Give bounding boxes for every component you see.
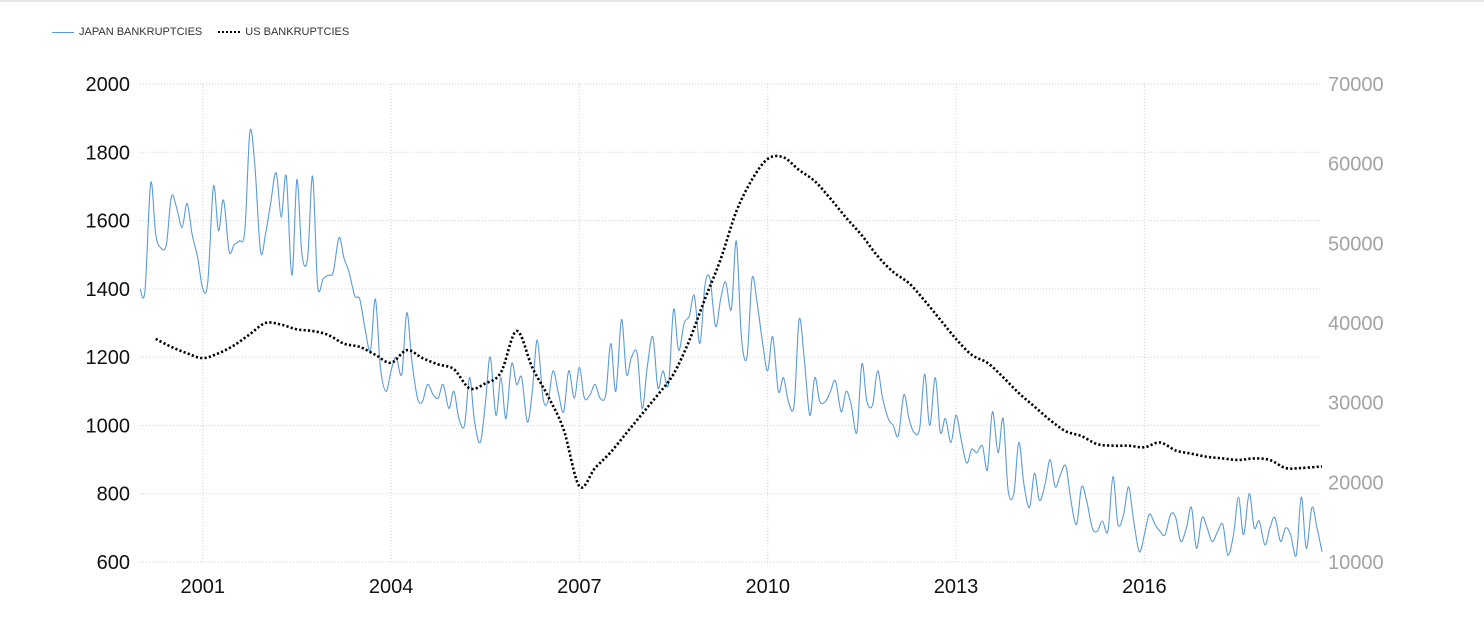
x-tick-label: 2001 bbox=[181, 576, 226, 598]
y-left-tick-label: 1800 bbox=[86, 142, 131, 164]
series-lines bbox=[139, 128, 1323, 557]
top-border bbox=[0, 0, 1484, 2]
y-left-tick-label: 2000 bbox=[86, 74, 131, 96]
legend-swatch-us bbox=[218, 31, 241, 33]
y-right-tick-label: 10000 bbox=[1328, 552, 1384, 574]
right-axis: 70000 60000 50000 40000 30000 20000 10000 bbox=[1328, 74, 1384, 574]
y-left-tick-label: 1200 bbox=[86, 347, 131, 369]
japan-bankruptcies-line bbox=[139, 128, 1323, 557]
legend-label-japan: JAPAN BANKRUPTCIES bbox=[79, 26, 203, 38]
x-tick-label: 2007 bbox=[557, 576, 602, 598]
y-left-tick-label: 1600 bbox=[86, 211, 131, 233]
grid-lines bbox=[140, 83, 1322, 563]
x-tick-label: 2013 bbox=[934, 576, 979, 598]
y-right-tick-label: 20000 bbox=[1328, 472, 1384, 494]
x-tick-label: 2004 bbox=[369, 576, 414, 598]
y-right-tick-label: 40000 bbox=[1328, 313, 1384, 335]
legend-swatch-japan bbox=[52, 31, 74, 33]
left-axis: 2000 1800 1600 1400 1200 1000 800 600 bbox=[86, 74, 131, 574]
legend: JAPAN BANKRUPTCIES US BANKRUPTCIES bbox=[52, 26, 349, 38]
y-left-tick-label: 1400 bbox=[86, 279, 131, 301]
y-right-tick-label: 70000 bbox=[1328, 74, 1384, 96]
x-tick-label: 2016 bbox=[1122, 576, 1167, 598]
y-right-tick-label: 50000 bbox=[1328, 233, 1384, 255]
y-left-tick-label: 600 bbox=[97, 552, 130, 574]
y-right-tick-label: 30000 bbox=[1328, 393, 1384, 415]
legend-item-japan[interactable]: JAPAN BANKRUPTCIES bbox=[52, 26, 202, 38]
y-left-tick-label: 1000 bbox=[86, 415, 131, 437]
us-bankruptcies-line bbox=[155, 154, 1323, 489]
y-right-tick-label: 60000 bbox=[1328, 154, 1384, 176]
legend-item-us[interactable]: US BANKRUPTCIES bbox=[218, 26, 349, 38]
x-tick-label: 2010 bbox=[745, 576, 790, 598]
x-axis: 2001 2004 2007 2010 2013 2016 bbox=[181, 576, 1167, 598]
y-left-tick-label: 800 bbox=[97, 484, 130, 506]
legend-label-us: US BANKRUPTCIES bbox=[245, 26, 350, 38]
